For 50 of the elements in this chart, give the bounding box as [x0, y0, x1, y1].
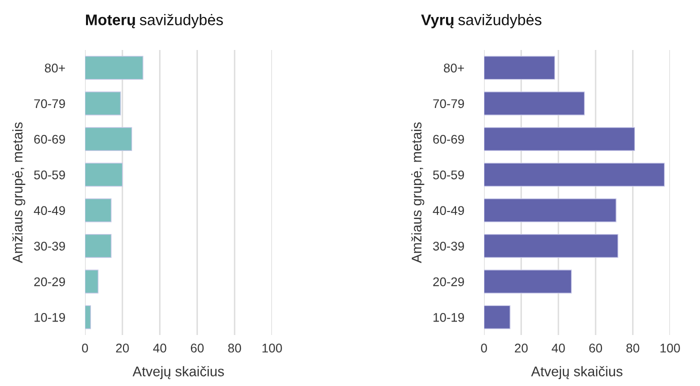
y-tick-label: 50-59 [433, 170, 464, 180]
bar [85, 270, 98, 294]
x-tick-label: 100 [262, 344, 282, 353]
x-tick-label: 0 [82, 344, 88, 353]
x-tick-label: 60 [589, 344, 602, 353]
chart-title: Vyrų savižudybės [421, 14, 542, 28]
y-tick-label: 10-19 [34, 312, 65, 322]
bar [484, 162, 665, 187]
bar [484, 127, 636, 151]
y-tick-label: 60-69 [433, 134, 464, 144]
bar [484, 305, 510, 330]
chart-title: Moterų savižudybės [86, 14, 223, 28]
y-tick-label: 10-19 [434, 312, 464, 322]
y-tick-label: 20-29 [34, 277, 65, 286]
y-tick-label: 70-79 [34, 99, 65, 108]
bar [85, 92, 121, 116]
x-tick-label: 20 [116, 344, 129, 353]
y-tick-label: 40-49 [432, 206, 464, 215]
y-tick-label: 70-79 [433, 99, 464, 108]
x-tick-label: 60 [190, 344, 204, 353]
bar [484, 198, 616, 222]
x-tick-label: 0 [481, 344, 487, 353]
y-axis-title: Amžiaus grupė, metais [411, 122, 424, 264]
y-tick-label: 30-39 [34, 242, 65, 251]
y-tick-label: 80+ [44, 64, 65, 72]
bar [85, 162, 123, 187]
y-tick-label: 40-49 [34, 206, 65, 215]
bar [484, 56, 556, 80]
bar [85, 234, 112, 258]
y-tick-label: 60-69 [34, 134, 65, 144]
bar [85, 56, 144, 80]
bar [484, 270, 572, 294]
bar [85, 198, 112, 222]
y-tick-label: 20-29 [433, 277, 464, 286]
bar [85, 127, 132, 151]
y-tick-label: 80+ [444, 64, 464, 72]
bar [484, 234, 618, 258]
x-axis-title: Atvejų skaičius [132, 366, 224, 380]
x-tick-label: 40 [552, 344, 565, 353]
bar [484, 92, 585, 116]
x-tick-label: 80 [626, 344, 640, 353]
y-tick-label: 50-59 [34, 170, 65, 180]
x-tick-label: 40 [153, 344, 166, 353]
x-tick-label: 80 [228, 344, 242, 353]
bar [85, 305, 91, 330]
y-axis-title: Amžiaus grupė, metais [12, 122, 26, 264]
x-tick-label: 20 [514, 344, 528, 353]
x-axis-title: Atvejų skaičius [531, 366, 622, 380]
y-tick-label: 30-39 [433, 242, 464, 251]
x-tick-label: 100 [660, 344, 680, 353]
